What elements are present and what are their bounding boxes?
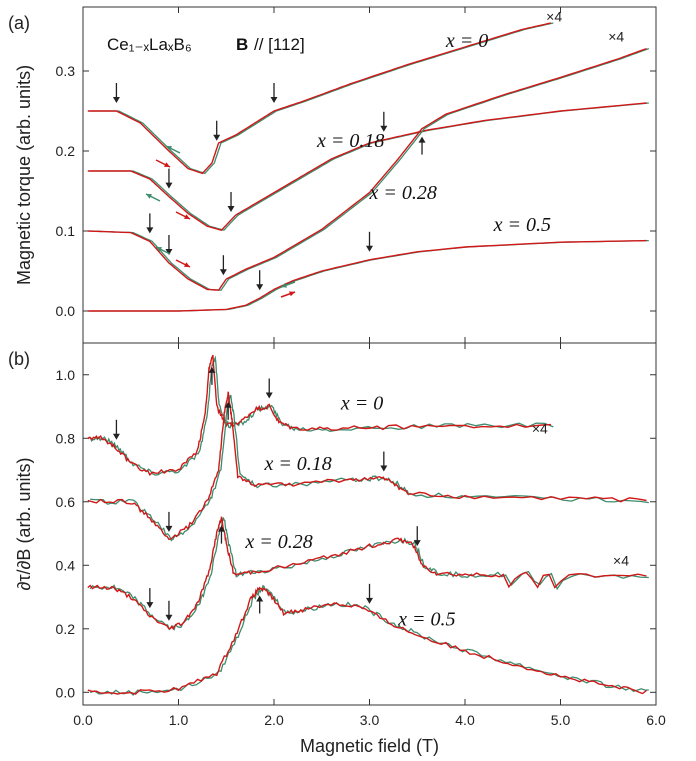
- panel-label: (a): [8, 13, 30, 33]
- down-arrow-head-icon: [219, 269, 227, 276]
- panel-a: (a) 0.0 0.1 0.2 0.3 Magnetic torque (arb. uni…: [8, 6, 657, 344]
- x-tick-label: 6.0: [646, 712, 666, 728]
- sweep-arrow-head-icon: [146, 194, 152, 199]
- down-arrow-head-icon: [146, 602, 154, 609]
- series-label: x = 0.5: [493, 214, 551, 236]
- y-axis-label: ∂τ/∂B (arb. units): [14, 458, 34, 591]
- series-label: x = 0.18: [316, 130, 384, 152]
- y-tick-label: 0.8: [56, 430, 76, 446]
- series-line-up: [87, 354, 552, 476]
- down-arrow-head-icon: [165, 249, 173, 255]
- field-direction: // [112]: [254, 35, 305, 54]
- sweep-arrow-head-icon: [184, 262, 190, 267]
- sweep-arrow-head-icon: [289, 291, 295, 297]
- series-label: x = 0: [340, 393, 383, 415]
- series-line-up: [87, 586, 647, 695]
- field-symbol: B: [236, 35, 248, 54]
- down-arrow-head-icon: [380, 465, 388, 472]
- down-arrow-head-icon: [256, 284, 264, 291]
- sweep-arrow-head-icon: [166, 146, 172, 151]
- y-tick-label: 1.0: [56, 367, 76, 383]
- y-tick-label: 0.3: [56, 63, 76, 79]
- series-line-up: [87, 391, 647, 541]
- x-tick-label: 0.0: [73, 712, 93, 728]
- multiplier-label: ×4: [532, 421, 548, 437]
- x-tick-label: 3.0: [360, 712, 380, 728]
- down-arrow-head-icon: [112, 97, 120, 103]
- x-tick-label: 1.0: [169, 712, 189, 728]
- sweep-arrow-head-icon: [156, 247, 162, 252]
- sweep-arrow-head-icon: [281, 282, 287, 288]
- series-line-down: [89, 355, 554, 476]
- down-arrow-head-icon: [112, 433, 120, 440]
- sweep-arrow-head-icon: [184, 214, 190, 219]
- down-arrow-head-icon: [165, 614, 173, 621]
- series-line-down: [90, 102, 649, 231]
- series-line-up: [87, 102, 647, 231]
- down-arrow-head-icon: [165, 525, 173, 532]
- down-arrow-head-icon: [146, 227, 154, 234]
- panel-label: (b): [8, 349, 30, 369]
- multiplier-label: ×4: [613, 552, 629, 568]
- compound-formula: Ce₁₋ₓLaₓB₆: [107, 35, 192, 54]
- plot-area: [87, 354, 649, 696]
- sweep-arrow-head-icon: [164, 162, 170, 167]
- series-line-up: [87, 516, 647, 631]
- multiplier-label: ×4: [608, 28, 624, 44]
- down-arrow-head-icon: [265, 392, 273, 399]
- x-tick-label: 5.0: [551, 712, 571, 728]
- up-arrow-head-icon: [217, 525, 225, 532]
- series-line-down: [89, 516, 649, 631]
- down-arrow-head-icon: [165, 182, 173, 189]
- x-tick-label: 4.0: [455, 712, 475, 728]
- series-line-up: [87, 47, 647, 291]
- series-line-up: [87, 239, 647, 312]
- multiplier-label: ×4: [546, 8, 562, 24]
- x-tick-label: 2.0: [264, 712, 284, 728]
- x-axis-label: Magnetic field (T): [300, 736, 439, 756]
- panel-b: (b) 0.0 0.2 0.4 0.6 0.8 1.0 0.0 1.0 2.0 3.0 4.0 5.0 6…: [8, 342, 666, 756]
- series-label: x = 0: [445, 30, 488, 52]
- series-label: x = 0.28: [369, 182, 437, 204]
- series-line-up: [87, 22, 552, 175]
- down-arrow-head-icon: [366, 245, 373, 252]
- down-arrow-head-icon: [380, 125, 388, 132]
- y-tick-label: 0.4: [56, 557, 76, 573]
- series-line-down: [90, 47, 650, 291]
- series-label: x = 0.5: [397, 609, 455, 631]
- series-label: x = 0.28: [244, 531, 312, 553]
- up-arrow-head-icon: [208, 366, 216, 373]
- series-label: x = 0.18: [263, 453, 331, 475]
- y-tick-label: 0.1: [56, 223, 76, 239]
- down-arrow-head-icon: [227, 206, 235, 212]
- y-tick-label: 0.2: [56, 143, 76, 159]
- up-arrow-head-icon: [256, 595, 264, 602]
- y-tick-label: 0.6: [56, 494, 76, 510]
- down-arrow-head-icon: [213, 134, 221, 141]
- y-axis-label: Magnetic torque (arb. units): [14, 65, 34, 285]
- y-tick-label: 0.0: [56, 684, 76, 700]
- y-tick-label: 0.0: [56, 303, 76, 319]
- series-line-down: [90, 394, 649, 542]
- plot-area: [87, 22, 650, 312]
- down-arrow-head-icon: [270, 97, 278, 103]
- down-arrow-head-icon: [366, 597, 373, 604]
- down-arrow-head-icon: [413, 540, 421, 547]
- up-arrow-head-icon: [224, 401, 232, 408]
- y-tick-label: 0.2: [56, 621, 76, 637]
- up-arrow-head-icon: [418, 136, 426, 143]
